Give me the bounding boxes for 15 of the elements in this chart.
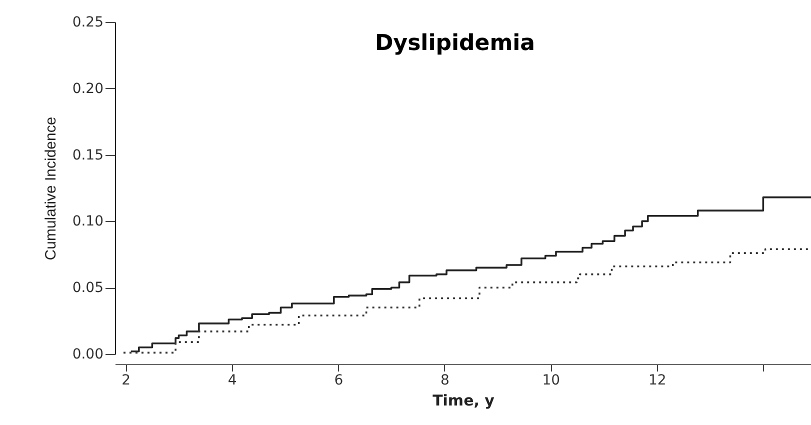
y-tick-label: 0.15 — [72, 147, 104, 164]
x-tick-label: 12 — [648, 372, 666, 388]
y-tick-label: 0.05 — [72, 280, 104, 296]
chart-title: Dyslipidemia — [374, 31, 536, 56]
x-tick-label: 10 — [542, 372, 560, 388]
x-tick-label: 2 — [122, 372, 131, 388]
y-axis-title: Cumulative Incidence — [42, 116, 60, 260]
y-tick-label: 0.00 — [72, 346, 104, 362]
x-tick-label: 8 — [440, 372, 450, 388]
x-axis-title: Time, y — [432, 392, 495, 410]
y-tick-label: 0.25 — [72, 14, 104, 30]
y-tick-label: 0.20 — [72, 80, 104, 97]
y-tick-label: 0.10 — [72, 214, 104, 230]
x-tick-label: 4 — [228, 372, 237, 388]
x-tick-label: 6 — [334, 372, 344, 388]
